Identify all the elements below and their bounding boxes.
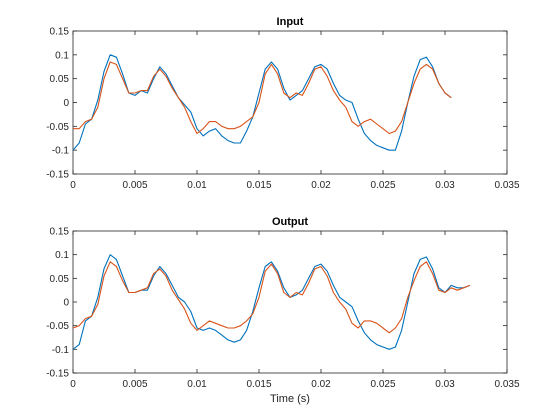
y-tick-label: 0.1	[55, 50, 69, 61]
x-tick-label: 0.015	[246, 379, 271, 390]
x-tick-label: 0.01	[187, 180, 207, 191]
output-x-axis-label: Time (s)	[270, 393, 310, 405]
y-tick-label: 0.15	[50, 227, 70, 238]
x-tick-label: 0.03	[435, 180, 455, 191]
series-2-line	[73, 61, 452, 135]
input-title: Input	[277, 16, 304, 28]
output-plot-area	[72, 230, 508, 374]
x-tick-label: 0.025	[370, 379, 395, 390]
y-tick-label: 0	[63, 298, 69, 309]
x-tick-label: 0	[70, 379, 76, 390]
y-tick-label: 0.1	[55, 250, 69, 261]
x-tick-label: 0.01	[187, 379, 207, 390]
y-tick-label: 0.05	[50, 74, 70, 85]
x-tick-label: 0	[70, 180, 76, 191]
input-axes: Input 0 0.005 0.01 0.015 0.02 0.025 0.03 0.035 -…	[46, 16, 520, 191]
input-series	[72, 54, 452, 151]
y-tick-label: 0.15	[50, 27, 70, 38]
x-tick-label: 0.02	[311, 180, 331, 191]
input-ticks: 0 0.005 0.01 0.015 0.02 0.025 0.03 0.035 -0.15 -0…	[46, 27, 520, 192]
output-title: Output	[272, 216, 308, 228]
x-tick-label: 0.035	[494, 180, 519, 191]
y-tick-label: 0	[63, 98, 69, 109]
output-axes: Output 0 0.005 0.01 0.015 0.02 0.025 0.03 0.035…	[46, 216, 520, 405]
series-1-line	[72, 54, 452, 151]
y-tick-label: -0.1	[52, 345, 70, 356]
x-tick-label: 0.015	[246, 180, 271, 191]
x-tick-label: 0.035	[494, 379, 519, 390]
y-tick-label: -0.05	[46, 122, 69, 133]
y-tick-label: -0.05	[46, 321, 69, 332]
y-tick-label: -0.15	[46, 369, 69, 380]
y-tick-label: -0.15	[46, 170, 69, 181]
x-tick-label: 0.025	[370, 180, 395, 191]
x-tick-label: 0.02	[311, 379, 331, 390]
x-tick-label: 0.005	[122, 180, 147, 191]
y-tick-label: -0.1	[52, 146, 70, 157]
input-plot-area	[72, 30, 508, 175]
series-2-line	[72, 261, 470, 334]
output-ticks: 0 0.005 0.01 0.015 0.02 0.025 0.03 0.035 -0.15 -0…	[46, 227, 520, 391]
output-series	[72, 254, 470, 350]
x-tick-label: 0.03	[435, 379, 455, 390]
y-tick-label: 0.05	[50, 274, 70, 285]
x-tick-label: 0.005	[122, 379, 147, 390]
